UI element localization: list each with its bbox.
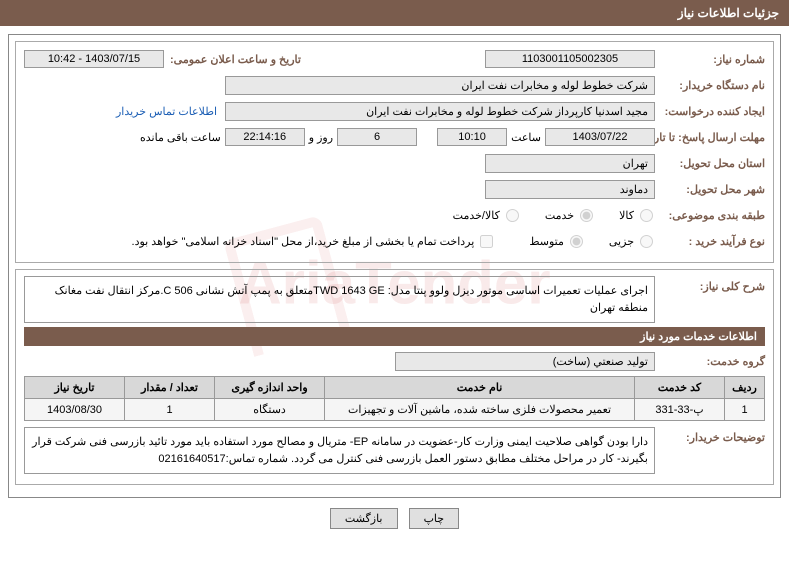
need-number-value: 1103001105002305 xyxy=(485,50,655,68)
announce-label: تاریخ و ساعت اعلان عمومی: xyxy=(170,53,301,66)
proc-medium: متوسط xyxy=(525,235,568,248)
process-label: نوع فرآیند خرید : xyxy=(655,235,765,248)
th-unit: واحد اندازه گیری xyxy=(215,377,325,399)
deadline-label: مهلت ارسال پاسخ: تا تاریخ: xyxy=(655,131,765,144)
time-word: ساعت xyxy=(507,131,545,144)
buyer-notes-label: توضیحات خریدار: xyxy=(655,427,765,444)
announce-value: 1403/07/15 - 10:42 xyxy=(24,50,164,68)
services-title: اطلاعات خدمات مورد نیاز xyxy=(24,327,765,346)
td-date: 1403/08/30 xyxy=(25,399,125,421)
buyer-org-label: نام دستگاه خریدار: xyxy=(655,79,765,92)
deadline-time: 10:10 xyxy=(437,128,507,146)
city-label: شهر محل تحویل: xyxy=(655,183,765,196)
td-row: 1 xyxy=(725,399,765,421)
overview-text: اجرای عملیات تعمیرات اساسی موتور دیزل ول… xyxy=(24,276,655,323)
city-value: دماوند xyxy=(485,180,655,199)
need-number-label: شماره نیاز: xyxy=(655,53,765,66)
details-section: شرح کلی نیاز: اجرای عملیات تعمیرات اساسی… xyxy=(15,269,774,485)
province-value: تهران xyxy=(485,154,655,173)
requester-label: ایجاد کننده درخواست: xyxy=(655,105,765,118)
days-remaining: 6 xyxy=(337,128,417,146)
radio-medium xyxy=(570,235,583,248)
service-group-value: توليد صنعتي (ساخت) xyxy=(395,352,655,371)
overview-label: شرح کلی نیاز: xyxy=(655,276,765,293)
table-row: 1 پ-33-331 تعمیر محصولات فلزی ساخته شده،… xyxy=(25,399,765,421)
remaining-word: ساعت باقی مانده xyxy=(136,131,225,144)
th-code: کد خدمت xyxy=(635,377,725,399)
radio-service xyxy=(580,209,593,222)
th-row: ردیف xyxy=(725,377,765,399)
category-label: طبقه بندی موضوعی: xyxy=(655,209,765,222)
back-button[interactable]: بازگشت xyxy=(330,508,398,529)
general-info-section: شماره نیاز: 1103001105002305 تاریخ و ساع… xyxy=(15,41,774,263)
main-container: شماره نیاز: 1103001105002305 تاریخ و ساع… xyxy=(8,34,781,498)
th-date: تاریخ نیاز xyxy=(25,377,125,399)
province-label: استان محل تحویل: xyxy=(655,157,765,170)
cat-goods-service: کالا/خدمت xyxy=(449,209,504,222)
services-table: ردیف کد خدمت نام خدمت واحد اندازه گیری ت… xyxy=(24,376,765,421)
checkbox-payment xyxy=(480,235,493,248)
days-word: روز و xyxy=(305,131,337,144)
td-unit: دستگاه xyxy=(215,399,325,421)
td-name: تعمیر محصولات فلزی ساخته شده، ماشین آلات… xyxy=(325,399,635,421)
radio-goods-service xyxy=(506,209,519,222)
th-qty: تعداد / مقدار xyxy=(125,377,215,399)
th-name: نام خدمت xyxy=(325,377,635,399)
time-remaining: 22:14:16 xyxy=(225,128,305,146)
td-qty: 1 xyxy=(125,399,215,421)
contact-link[interactable]: اطلاعات تماس خریدار xyxy=(116,105,217,118)
td-code: پ-33-331 xyxy=(635,399,725,421)
proc-partial: جزیی xyxy=(605,235,638,248)
deadline-date: 1403/07/22 xyxy=(545,128,655,146)
radio-goods xyxy=(640,209,653,222)
requester-value: مجید اسدنیا کارپرداز شرکت خطوط لوله و مخ… xyxy=(225,102,655,121)
buyer-org-value: شرکت خطوط لوله و مخابرات نفت ایران xyxy=(225,76,655,95)
cat-goods: کالا xyxy=(615,209,638,222)
page-title: جزئیات اطلاعات نیاز xyxy=(0,0,789,26)
radio-partial xyxy=(640,235,653,248)
print-button[interactable]: چاپ xyxy=(409,508,460,529)
payment-note: پرداخت تمام یا بخشی از مبلغ خرید،از محل … xyxy=(128,235,479,248)
service-group-label: گروه خدمت: xyxy=(655,355,765,368)
cat-service: خدمت xyxy=(541,209,578,222)
buyer-notes-text: دارا بودن گواهی صلاحیت ایمنی وزارت کار-ع… xyxy=(24,427,655,474)
button-row: چاپ بازگشت xyxy=(0,508,789,529)
